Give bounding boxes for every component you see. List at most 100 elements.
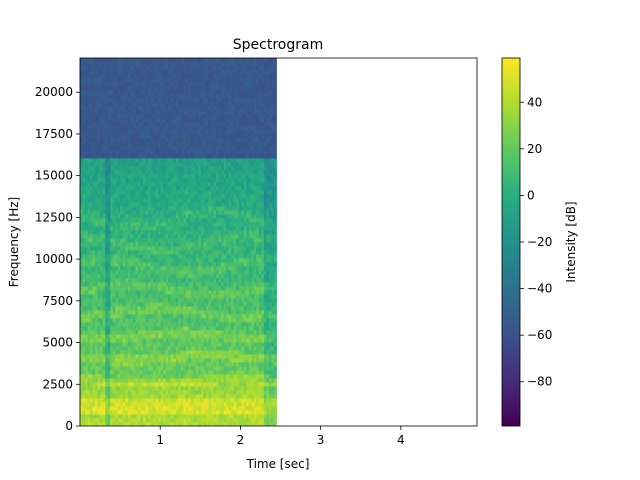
heatmap-cell: [140, 390, 144, 395]
heatmap-cell: [268, 346, 272, 351]
heatmap-cell: [200, 202, 204, 207]
heatmap-cell: [243, 418, 247, 423]
heatmap-cell: [190, 358, 194, 363]
heatmap-cell: [253, 362, 257, 367]
heatmap-cell: [271, 210, 275, 215]
heatmap-cell: [248, 338, 252, 343]
heatmap-cell: [142, 242, 146, 247]
heatmap-cell: [155, 346, 159, 351]
heatmap-cell: [200, 322, 204, 327]
heatmap-cell: [185, 414, 189, 419]
heatmap-cell: [236, 410, 240, 415]
heatmap-cell: [261, 330, 265, 335]
heatmap-cell: [190, 410, 194, 415]
heatmap-cell: [173, 262, 177, 267]
heatmap-cell: [175, 202, 179, 207]
heatmap-cell: [165, 274, 169, 279]
heatmap-cell: [190, 278, 194, 283]
heatmap-cell: [153, 358, 156, 363]
heatmap-cell: [195, 382, 199, 387]
heatmap-cell: [127, 386, 131, 391]
heatmap-cell: [243, 326, 247, 331]
heatmap-cell: [102, 342, 106, 347]
heatmap-cell: [112, 170, 116, 175]
heatmap-cell: [82, 398, 86, 403]
heatmap-cell: [165, 398, 169, 403]
heatmap-cell: [107, 398, 111, 403]
heatmap-cell: [233, 406, 237, 411]
heatmap-cell: [150, 242, 154, 247]
heatmap-cell: [110, 358, 114, 363]
heatmap-cell: [266, 294, 270, 299]
heatmap-cell: [85, 322, 88, 327]
heatmap-cell: [266, 190, 270, 195]
heatmap-cell: [193, 274, 197, 279]
heatmap-cell: [130, 362, 134, 367]
heatmap-cell: [228, 414, 232, 419]
heatmap-cell: [153, 342, 156, 347]
heatmap-cell: [92, 382, 96, 387]
heatmap-cell: [175, 226, 179, 231]
heatmap-cell: [208, 218, 212, 223]
heatmap-cell: [268, 170, 272, 175]
heatmap-cell: [142, 370, 146, 375]
heatmap-cell: [258, 258, 262, 263]
heatmap-cell: [90, 382, 93, 387]
heatmap-cell: [183, 234, 187, 239]
heatmap-cell: [208, 394, 212, 399]
heatmap-cell: [175, 234, 179, 239]
heatmap-cell: [122, 402, 126, 407]
heatmap-cell: [193, 314, 197, 319]
heatmap-cell: [158, 374, 162, 379]
heatmap-cell: [211, 354, 214, 359]
heatmap-cell: [231, 418, 235, 423]
heatmap-cell: [87, 242, 91, 247]
heatmap-cell: [180, 418, 184, 423]
heatmap-cell: [175, 302, 179, 307]
heatmap-cell: [127, 370, 131, 375]
heatmap-cell: [248, 314, 252, 319]
heatmap-cell: [85, 242, 88, 247]
heatmap-cell: [170, 230, 174, 235]
heatmap-cell: [205, 270, 209, 275]
heatmap-cell: [90, 378, 93, 383]
heatmap-cell: [125, 222, 129, 227]
heatmap-cell: [231, 350, 235, 355]
heatmap-cell: [216, 414, 219, 419]
heatmap-cell: [193, 282, 197, 287]
heatmap-cell: [140, 218, 144, 223]
heatmap-cell: [261, 366, 265, 371]
heatmap-cell: [112, 350, 116, 355]
heatmap-cell: [208, 290, 212, 295]
heatmap-cell: [97, 302, 101, 307]
heatmap-cell: [246, 350, 250, 355]
heatmap-cell: [95, 262, 99, 267]
heatmap-cell: [160, 398, 164, 403]
heatmap-cell: [190, 374, 194, 379]
heatmap-cell: [173, 190, 177, 195]
heatmap-cell: [203, 370, 207, 375]
heatmap-cell: [226, 214, 230, 219]
heatmap-cell: [105, 186, 109, 191]
heatmap-cell: [263, 234, 267, 239]
heatmap-cell: [97, 366, 101, 371]
heatmap-cell: [246, 170, 250, 175]
heatmap-cell: [195, 362, 199, 367]
heatmap-cell: [195, 338, 199, 343]
heatmap-cell: [170, 258, 174, 263]
heatmap-cell: [95, 246, 99, 251]
heatmap-cell: [180, 186, 184, 191]
heatmap-cell: [82, 274, 86, 279]
heatmap-cell: [125, 350, 129, 355]
heatmap-cell: [211, 414, 214, 419]
heatmap-cell: [268, 362, 272, 367]
heatmap-cell: [127, 318, 131, 323]
heatmap-cell: [105, 234, 109, 239]
heatmap-cell: [263, 286, 267, 291]
heatmap-cell: [248, 306, 252, 311]
heatmap-cell: [246, 414, 250, 419]
heatmap-cell: [130, 306, 134, 311]
heatmap-cell: [256, 238, 260, 243]
heatmap-cell: [188, 206, 192, 211]
heatmap-cell: [236, 246, 240, 251]
